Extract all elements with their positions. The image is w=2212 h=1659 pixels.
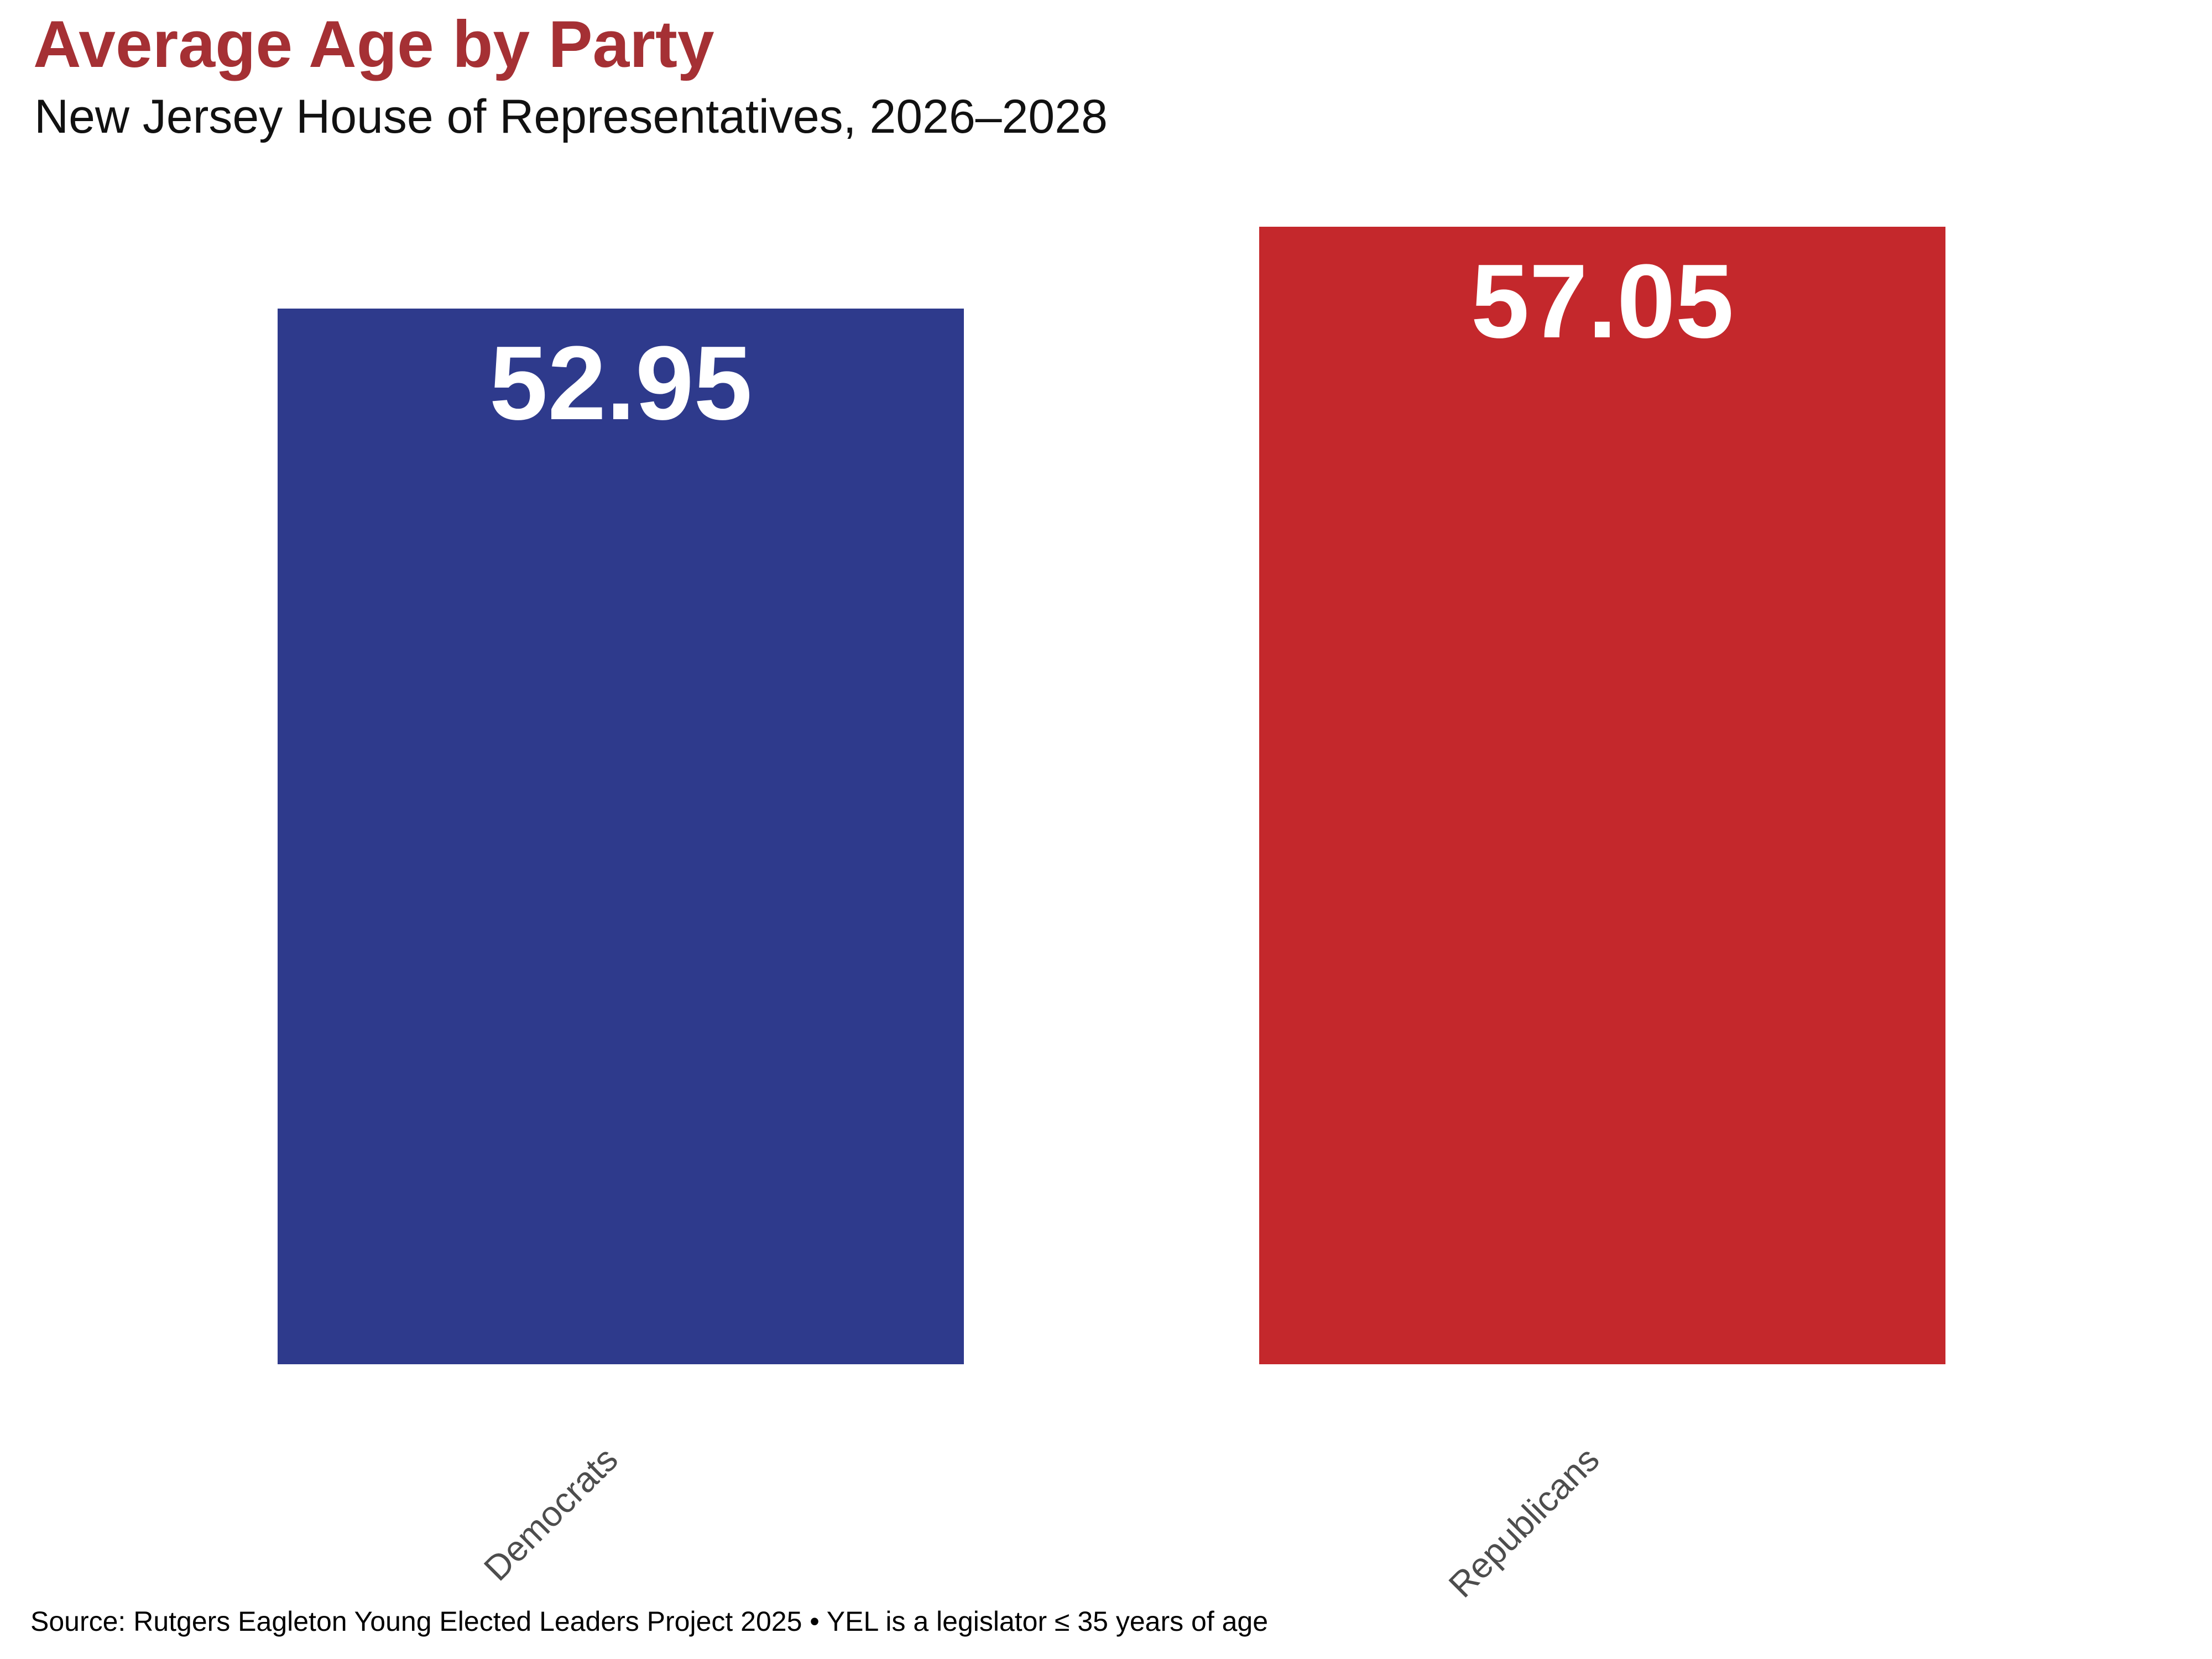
chart-subtitle: New Jersey House of Representatives, 202… [34, 90, 1108, 143]
category-label-republicans: Republicans [1441, 1439, 1607, 1605]
source-note: Source: Rutgers Eagleton Young Elected L… [30, 1606, 1269, 1637]
category-label-democrats: Democrats [476, 1439, 625, 1589]
bar-value-republicans: 57.05 [1470, 243, 1734, 360]
bar-democrats: 52.95 [278, 309, 964, 1364]
page-title: Average Age by Party [33, 7, 714, 81]
bar-republicans: 57.05 [1259, 227, 1945, 1364]
bar-value-democrats: 52.95 [489, 325, 753, 442]
